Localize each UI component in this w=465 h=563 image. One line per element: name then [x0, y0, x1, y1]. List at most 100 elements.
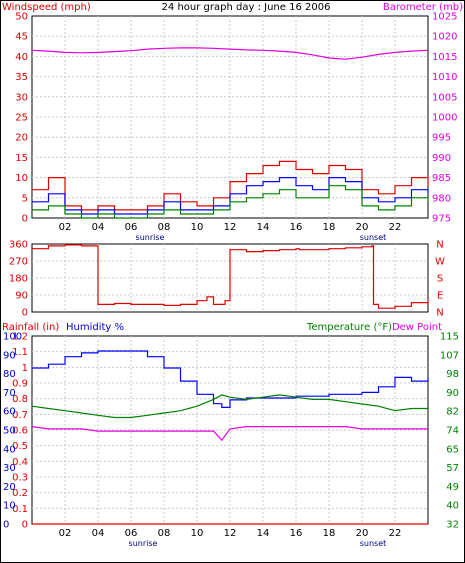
temperature-tick: 90: [446, 388, 459, 399]
barometer-tick: 1020: [432, 32, 457, 43]
windspeed-tick: 50: [15, 12, 28, 23]
windspeed-tick: 30: [15, 92, 28, 103]
wind-series: [31, 47, 429, 219]
dewpoint-label: Dew Point: [392, 322, 442, 333]
direction-line: [32, 244, 429, 309]
humidity-tick: 0: [3, 520, 9, 531]
windspeed-tick: 45: [15, 32, 28, 43]
wind-x-axis: 02 04 06 08 10 12 14 16 18 20 22: [59, 222, 402, 233]
dewpoint-line: [31, 426, 428, 442]
rainfall-tick: 1.1: [12, 347, 28, 358]
rainfall-label: Rainfall (in): [2, 322, 59, 333]
temp-x-axis: 02 04 06 08 10 12 14 16 18 20 22: [59, 528, 402, 539]
sunset-label-1: sunset: [360, 233, 387, 242]
x-tick-label: 20: [356, 528, 369, 539]
humidity-tick: 50: [3, 426, 16, 437]
direction-degree-axis: 0 90 180 270 360: [9, 240, 28, 319]
temperature-line: [31, 394, 428, 419]
x-tick-label: 16: [290, 528, 303, 539]
windspeed-axis: 0 5 10 15 20 25 30 35 40 45 50: [15, 12, 28, 225]
barometer-line: [31, 47, 429, 60]
windspeed-tick: 10: [15, 173, 28, 184]
temp-series: [31, 350, 429, 525]
rainfall-tick: 0: [22, 520, 28, 531]
windspeed-tick: 15: [15, 153, 28, 164]
windspeed-label: Windspeed (mph): [2, 2, 91, 13]
temperature-tick: 98: [446, 369, 459, 380]
barometer-tick: 980: [432, 193, 451, 204]
x-tick-label: 10: [191, 528, 204, 539]
barometer-axis: 975 980 985 990 995 1000 1005 1010 1015 1020 1025: [432, 12, 457, 225]
lull-line: [32, 185, 429, 219]
x-tick-label: 04: [92, 222, 105, 233]
humidity-line: [32, 350, 429, 408]
degree-tick: 0: [22, 308, 28, 319]
humidity-tick: 70: [3, 388, 16, 399]
barometer-tick: 1010: [432, 72, 457, 83]
windspeed-tick: 5: [22, 193, 28, 204]
x-tick-label: 06: [125, 222, 138, 233]
temperature-tick: 115: [440, 332, 459, 343]
humidity-tick: 40: [3, 444, 16, 455]
degree-tick: 180: [9, 274, 28, 285]
humidity-tick: 100: [3, 332, 22, 343]
barometer-tick: 1005: [432, 92, 457, 103]
humidity-axis: 0 10 20 30 40 50 60 70 80 90 100: [3, 332, 22, 531]
humidity-tick: 10: [3, 501, 16, 512]
rainfall-tick: 0.2: [12, 488, 28, 499]
compass-tick: W: [435, 257, 445, 268]
temperature-label: Temperature (°F): [306, 322, 392, 333]
windspeed-tick: 20: [15, 133, 28, 144]
windspeed-tick: 35: [15, 72, 28, 83]
x-tick-label: 14: [257, 528, 270, 539]
wind-barometer-panel: Windspeed (mph) 24 hour graph day : June…: [2, 2, 463, 242]
sunset-label-3: sunset: [360, 539, 387, 548]
x-tick-label: 16: [290, 222, 303, 233]
x-tick-label: 02: [59, 528, 72, 539]
temperature-tick: 40: [446, 501, 459, 512]
rainfall-axis: 0 0.1 0.2 0.3 0.4 0.5 0.6 0.7 0.8 0.9 1 1.1 1.2: [12, 332, 28, 531]
barometer-tick: 990: [432, 153, 451, 164]
rainfall-tick: 0.3: [12, 473, 28, 484]
temperature-axis: 32 40 49 57 65 74 82 90 98 107 115: [440, 332, 459, 531]
rainfall-tick: 0.7: [12, 410, 28, 421]
x-tick-label: 10: [191, 222, 204, 233]
rainfall-tick: 1.2: [12, 332, 28, 343]
humidity-tick: 30: [3, 463, 16, 474]
barometer-tick: 1000: [432, 113, 457, 124]
x-tick-label: 20: [356, 222, 369, 233]
rainfall-tick: 1: [22, 363, 28, 374]
direction-series: [32, 244, 429, 309]
temperature-tick: 57: [446, 463, 459, 474]
compass-tick: N: [436, 308, 443, 319]
humidity-tick: 90: [3, 350, 16, 361]
x-tick-label: 14: [257, 222, 270, 233]
x-tick-label: 12: [224, 528, 237, 539]
degree-tick: 270: [9, 257, 28, 268]
barometer-tick: 985: [432, 173, 451, 184]
barometer-tick: 1025: [432, 12, 457, 23]
rainfall-tick: 0.9: [12, 379, 28, 390]
degree-tick: 360: [9, 240, 28, 251]
humidity-tick: 60: [3, 407, 16, 418]
humidity-tick: 80: [3, 369, 16, 380]
x-tick-label: 22: [389, 528, 402, 539]
temperature-tick: 49: [446, 482, 459, 493]
degree-tick: 90: [15, 291, 28, 302]
compass-tick: N: [436, 240, 443, 251]
rainfall-tick: 0.6: [12, 426, 28, 437]
barometer-tick: 975: [432, 214, 451, 225]
temperature-tick: 74: [446, 426, 459, 437]
barometer-label: Barometer (mb): [383, 2, 463, 13]
compass-tick: S: [437, 274, 443, 285]
x-tick-label: 08: [158, 528, 171, 539]
rainfall-tick: 0.4: [12, 457, 28, 468]
x-tick-label: 02: [59, 222, 72, 233]
graph-title: 24 hour graph day : June 16 2006: [162, 2, 331, 13]
sunrise-label-1: sunrise: [136, 233, 165, 242]
compass-tick: E: [437, 291, 443, 302]
temperature-tick: 32: [446, 520, 459, 531]
